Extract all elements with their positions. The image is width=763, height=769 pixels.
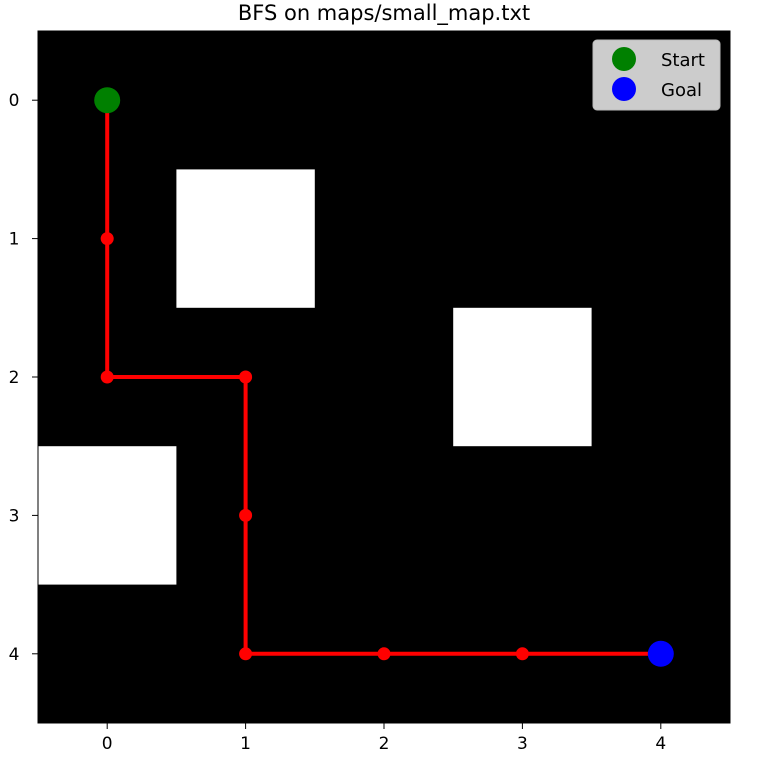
path-point	[377, 647, 391, 661]
chart-title: BFS on maps/small_map.txt	[238, 1, 530, 26]
y-axis: 0 1 2 3 4	[9, 91, 38, 665]
endpoint-layer	[94, 87, 674, 667]
legend-goal-marker	[612, 77, 636, 101]
plot-area	[37, 30, 731, 724]
y-tick-label: 4	[9, 645, 20, 665]
obstacle-cell	[453, 307, 592, 447]
legend: Start Goal	[592, 39, 721, 111]
path-point	[515, 647, 529, 661]
legend-start-label: Start	[661, 50, 705, 71]
y-tick-label: 3	[9, 506, 20, 526]
goal-marker	[647, 640, 674, 667]
path-point	[100, 232, 114, 246]
y-tick-label: 0	[9, 91, 20, 111]
obstacle-cell	[176, 169, 315, 308]
path-point	[100, 370, 114, 384]
x-tick-label: 3	[517, 734, 528, 754]
path-point	[239, 508, 253, 522]
x-tick-label: 2	[379, 734, 390, 754]
x-tick-label: 0	[102, 734, 113, 754]
x-axis: 0 1 2 3 4	[102, 723, 666, 754]
obstacle-layer	[38, 169, 592, 585]
y-tick-label: 2	[9, 368, 20, 388]
y-tick-label: 1	[9, 230, 20, 250]
obstacle-cell	[38, 446, 177, 585]
x-tick-label: 1	[240, 734, 251, 754]
legend-goal-label: Goal	[661, 80, 702, 101]
path-point	[239, 647, 253, 661]
x-tick-label: 4	[655, 734, 666, 754]
legend-start-marker	[612, 47, 636, 71]
path-point	[239, 370, 253, 384]
start-marker	[94, 87, 121, 114]
